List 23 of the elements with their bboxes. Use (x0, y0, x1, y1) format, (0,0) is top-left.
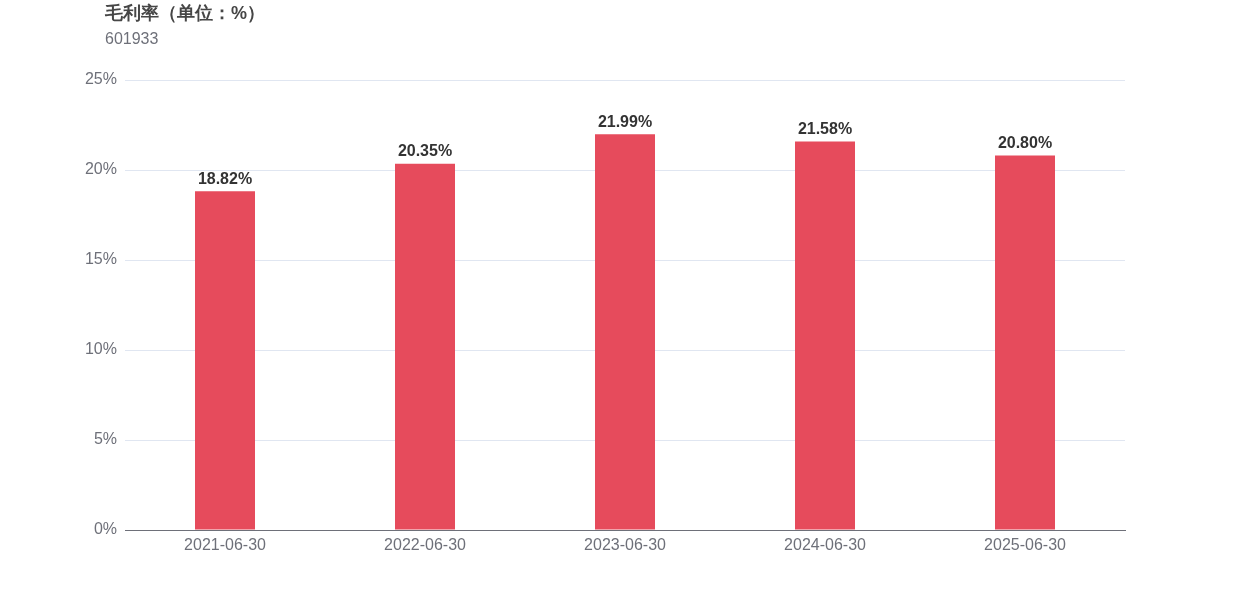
data-label: 20.80% (997, 134, 1053, 152)
data-label: 21.99% (597, 112, 653, 130)
x-tick-label: 2025-06-30 (984, 536, 1067, 554)
chart-title: 毛利率（单位：%） (105, 2, 266, 25)
y-tick-label: 25% (84, 70, 117, 88)
data-label: 18.82% (197, 169, 253, 187)
y-tick-label: 0% (93, 520, 117, 538)
y-tick-label: 5% (93, 430, 117, 448)
x-tick-label: 2022-06-30 (384, 536, 467, 554)
y-tick-label: 20% (84, 160, 117, 178)
chart-subtitle: 601933 (105, 30, 159, 48)
data-label: 20.35% (397, 142, 453, 160)
x-tick-label: 2024-06-30 (784, 536, 867, 554)
bar (195, 191, 255, 530)
bar (395, 163, 455, 530)
y-tick-label: 10% (84, 340, 117, 358)
data-label: 21.58% (797, 119, 853, 137)
x-tick-label: 2023-06-30 (584, 536, 667, 554)
x-tick-label: 2021-06-30 (184, 536, 267, 554)
bar (595, 134, 655, 530)
bar (995, 155, 1055, 530)
y-tick-label: 15% (84, 250, 117, 268)
bar (795, 141, 855, 530)
